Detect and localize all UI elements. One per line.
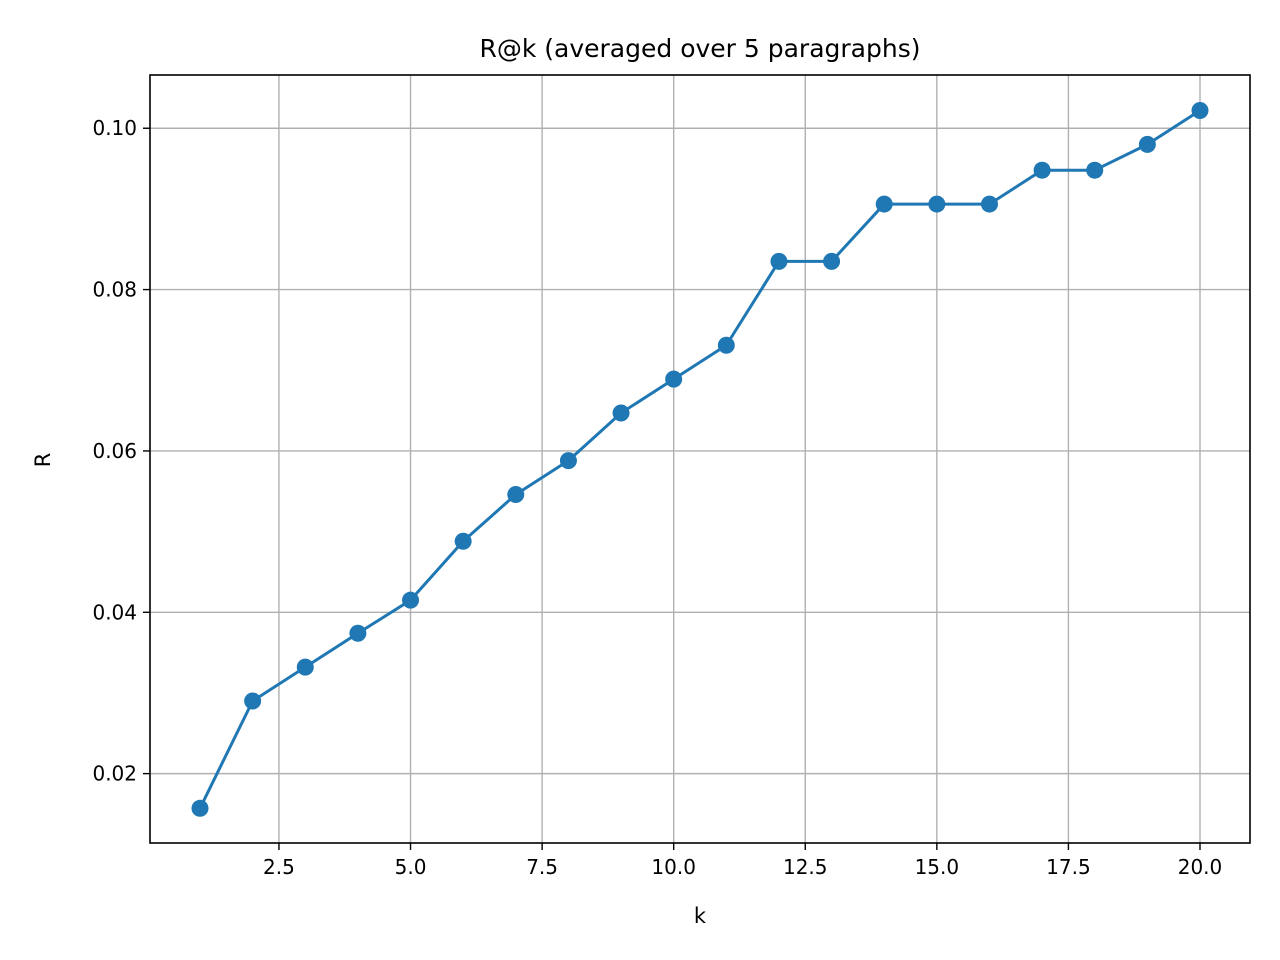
data-point [717,336,735,354]
data-point [875,195,893,213]
x-tick-label: 15.0 [915,855,960,879]
y-tick-label: 0.02 [92,762,137,786]
y-axis-ticks: 0.02 0.04 0.06 0.08 0.10 [92,116,150,786]
data-point [1033,161,1051,179]
x-tick-label: 5.0 [395,855,427,879]
chart-title: R@k (averaged over 5 paragraphs) [479,34,920,63]
x-tick-label: 17.5 [1046,855,1091,879]
data-point [559,452,577,470]
x-axis-label: k [694,904,707,928]
x-tick-label: 7.5 [526,855,558,879]
x-axis-ticks: 2.5 5.0 7.5 10.0 12.5 15.0 17.5 20.0 [263,843,1222,879]
data-point [191,799,209,817]
y-tick-label: 0.08 [92,278,137,302]
data-point [612,404,630,422]
data-point [770,252,788,270]
x-tick-label: 10.0 [651,855,696,879]
data-point [454,532,472,550]
y-tick-label: 0.06 [92,439,137,463]
data-point [244,692,262,710]
data-point [296,658,314,676]
y-axis-label: R [31,453,55,468]
data-point [1191,101,1209,119]
x-tick-label: 20.0 [1178,855,1223,879]
y-tick-label: 0.04 [92,600,137,624]
data-point [1086,161,1104,179]
series-line [198,109,1201,809]
x-tick-label: 2.5 [263,855,295,879]
x-tick-label: 12.5 [783,855,828,879]
data-point [823,252,841,270]
y-tick-label: 0.10 [92,116,137,140]
data-point [402,591,420,609]
data-point [1138,135,1156,153]
data-point [349,624,367,642]
data-point [507,485,525,503]
plot-frame [149,74,1251,844]
data-point [665,370,683,388]
data-point [980,195,998,213]
data-point [928,195,946,213]
series-layer [191,101,1209,817]
